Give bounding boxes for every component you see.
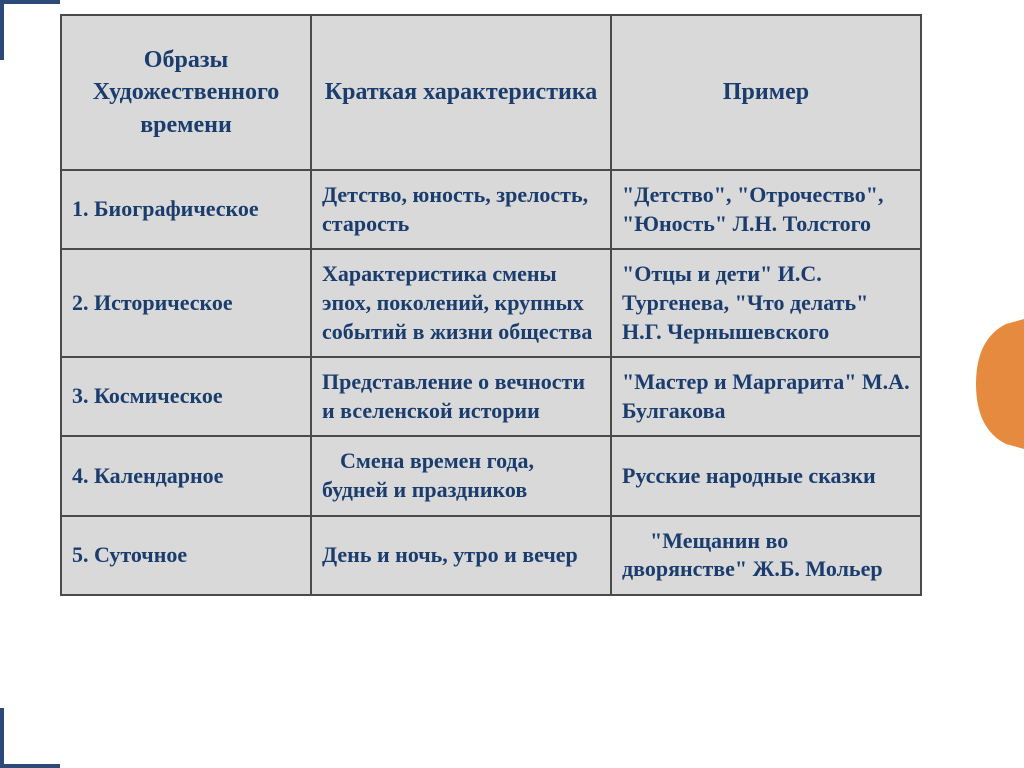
col-header-description: Краткая характеристика: [311, 15, 611, 170]
col-header-example: Пример: [611, 15, 921, 170]
table-row: 5. Суточное День и ночь, утро и вечер "М…: [61, 516, 921, 595]
corner-bottom-left-decoration: [0, 708, 60, 768]
table-row: 1. Биографическое Детство, юность, зрело…: [61, 170, 921, 249]
cell-description: Представление о вечности и вселенской ис…: [311, 357, 611, 436]
col-header-category: Образы Художественного времени: [61, 15, 311, 170]
cell-example: "Мещанин во дворянстве" Ж.Б. Мольер: [611, 516, 921, 595]
cell-category: 2. Историческое: [61, 249, 311, 357]
cell-example: "Детство", "Отрочество", "Юность" Л.Н. Т…: [611, 170, 921, 249]
corner-top-left-decoration: [0, 0, 60, 60]
accent-shape-icon: [976, 319, 1024, 449]
table-row: 2. Историческое Характеристика смены эпо…: [61, 249, 921, 357]
cell-description: Характеристика смены эпох, поколений, кр…: [311, 249, 611, 357]
content-table: Образы Художественного времени Краткая х…: [60, 14, 922, 596]
cell-description: День и ночь, утро и вечер: [311, 516, 611, 595]
cell-category: 3. Космическое: [61, 357, 311, 436]
cell-category: 5. Суточное: [61, 516, 311, 595]
cell-description: Смена времен года, будней и праздников: [311, 436, 611, 515]
cell-example: "Мастер и Маргарита" М.А. Булгакова: [611, 357, 921, 436]
cell-description: Детство, юность, зрелость, старость: [311, 170, 611, 249]
table-row: 3. Космическое Представление о вечности …: [61, 357, 921, 436]
table-row: 4. Календарное Смена времен года, будней…: [61, 436, 921, 515]
slide: Образы Художественного времени Краткая х…: [0, 0, 1024, 768]
cell-category: 4. Календарное: [61, 436, 311, 515]
cell-example: Русские народные сказки: [611, 436, 921, 515]
table-header-row: Образы Художественного времени Краткая х…: [61, 15, 921, 170]
cell-category: 1. Биографическое: [61, 170, 311, 249]
cell-example: "Отцы и дети" И.С. Тургенева, "Что делат…: [611, 249, 921, 357]
